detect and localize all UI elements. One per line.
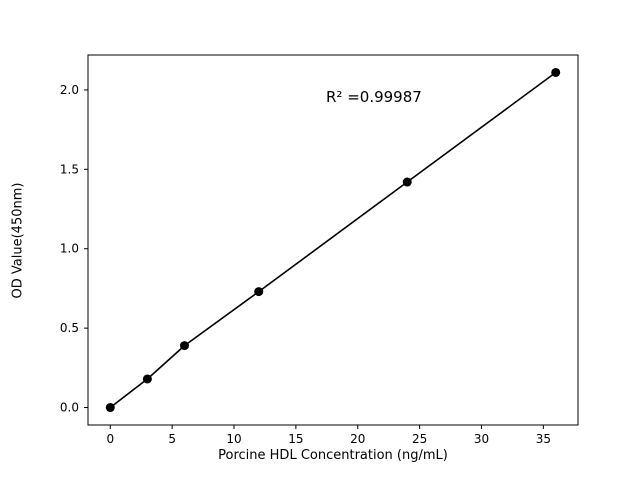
svg-text:2.0: 2.0 (60, 83, 79, 97)
svg-text:0.5: 0.5 (60, 321, 79, 335)
svg-text:25: 25 (412, 432, 427, 446)
svg-text:15: 15 (288, 432, 303, 446)
x-axis-label: Porcine HDL Concentration (ng/mL) (218, 448, 448, 463)
svg-text:30: 30 (474, 432, 489, 446)
svg-text:0: 0 (106, 432, 114, 446)
svg-text:1.0: 1.0 (60, 242, 79, 256)
y-axis-label: OD Value(450nm) (10, 182, 26, 299)
svg-text:0.0: 0.0 (60, 401, 79, 415)
svg-text:20: 20 (350, 432, 365, 446)
svg-text:35: 35 (536, 432, 551, 446)
svg-text:1.5: 1.5 (60, 162, 79, 176)
svg-text:10: 10 (226, 432, 241, 446)
svg-text:5: 5 (168, 432, 176, 446)
r-squared-annotation: R² =0.99987 (326, 88, 422, 106)
